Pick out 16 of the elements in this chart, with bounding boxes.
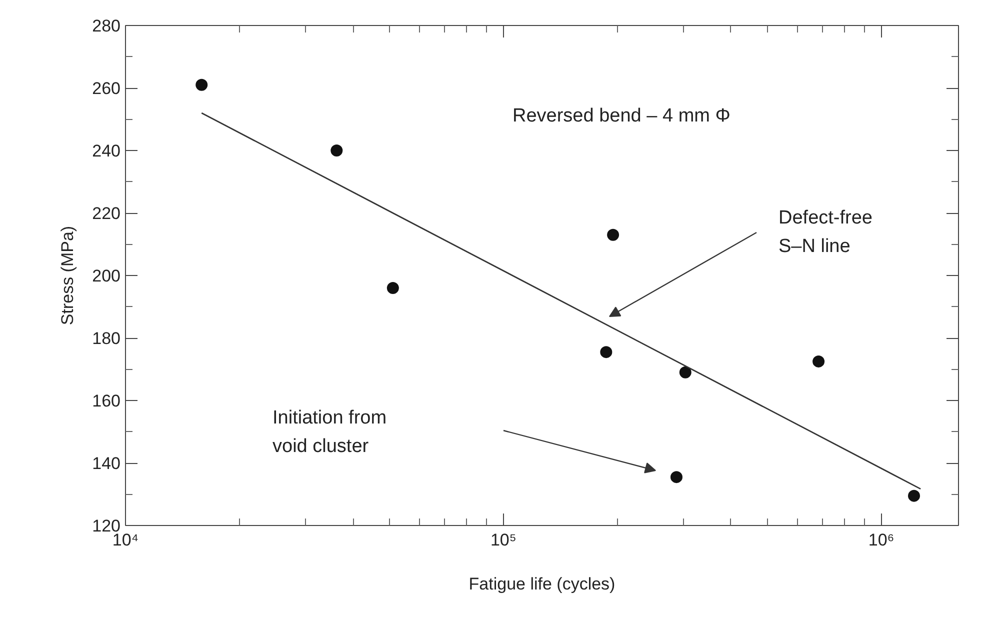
annotation: Defect-free S–N line xyxy=(778,208,872,257)
y-tick-label: 180 xyxy=(92,329,121,348)
y-tick-label: 260 xyxy=(92,79,121,98)
y-tick-label: 220 xyxy=(92,204,121,223)
annotation: Initiation from void cluster xyxy=(272,408,387,457)
x-tick-label: 10⁴ xyxy=(112,530,139,550)
annotation: Reversed bend – 4 mm Φ xyxy=(512,106,730,126)
x-tick-label: 10⁶ xyxy=(868,530,894,550)
x-axis-title: Fatigue life (cycles) xyxy=(468,574,616,594)
x-tick-label: 10⁵ xyxy=(490,530,516,550)
y-axis-title: Stress (MPa) xyxy=(58,226,78,326)
y-tick-label: 140 xyxy=(92,454,121,473)
y-tick-label: 200 xyxy=(92,266,121,286)
y-tick-label: 280 xyxy=(92,16,121,36)
y-tick-label: 240 xyxy=(92,142,121,160)
y-tick-label: 160 xyxy=(92,392,121,410)
